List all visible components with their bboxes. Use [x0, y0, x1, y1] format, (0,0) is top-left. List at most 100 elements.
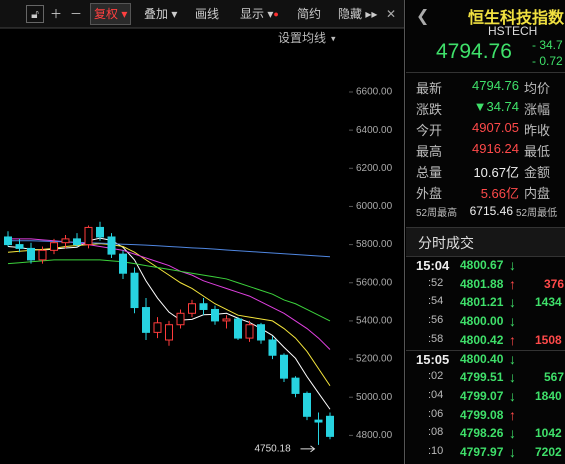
y-tick-label: 5000.00	[356, 392, 393, 403]
display-label: 显示	[240, 7, 265, 21]
lock-icon[interactable]: 🔓︎	[26, 5, 44, 23]
candle-body	[222, 318, 231, 322]
trade-volume: 376	[544, 276, 565, 291]
trade-price: 4798.26	[460, 426, 504, 441]
candle-body	[38, 249, 47, 261]
candle-body	[96, 226, 104, 238]
trade-price: 4799.51	[460, 370, 504, 385]
trade-time: :52	[428, 276, 444, 289]
candle-body	[176, 312, 185, 326]
candle-body	[291, 377, 300, 394]
candle-body	[107, 236, 116, 255]
y-tick-label: 6400.00	[356, 125, 393, 136]
quote-label: 最新	[416, 81, 443, 96]
separator	[406, 349, 565, 351]
index-name: 恒生科技指数	[468, 10, 565, 27]
candle-body	[314, 419, 323, 423]
trade-volume: 1840	[535, 388, 562, 403]
candle-body	[280, 354, 288, 379]
trade-time: :54	[428, 295, 444, 308]
separator	[406, 72, 565, 73]
quote-label: 今开	[416, 123, 443, 138]
trade-time: :04	[428, 388, 444, 401]
trade-time: 15:04	[416, 258, 450, 273]
y-tick-label: 6600.00	[356, 87, 393, 98]
trade-arrow: ↓	[509, 257, 516, 273]
y-tick-label: 6200.00	[356, 163, 393, 174]
trade-volume: 567	[544, 370, 565, 385]
ma-setting[interactable]: 设置均线	[278, 31, 326, 45]
trades-title: 分时成交	[418, 235, 474, 251]
candle-body	[153, 322, 162, 333]
trade-arrow: ↓	[509, 369, 516, 386]
quote-value: 4907.05	[472, 120, 519, 135]
trade-arrow: ↑	[509, 406, 516, 423]
back-arrow[interactable]: ❮	[416, 8, 430, 25]
trade-volume: 1434	[535, 295, 562, 310]
low-annotation: 4750.18	[255, 444, 292, 455]
candle-body	[211, 308, 219, 322]
zoom-in-button[interactable]: ＋	[50, 7, 63, 21]
trade-volume: 1042	[535, 426, 562, 441]
quote-label: 均价	[524, 81, 551, 96]
quote-label: 最高	[416, 144, 443, 159]
last-price: 4794.76	[436, 40, 512, 63]
quote-label: 最低	[524, 144, 551, 159]
overlay-label: 叠加	[144, 7, 169, 21]
zoom-out-button[interactable]: －	[70, 7, 83, 21]
trade-price: 4800.40	[460, 351, 504, 366]
draw-button[interactable]: 画线	[195, 4, 219, 24]
simple-label: 简约	[297, 7, 322, 21]
trade-price: 4799.08	[460, 407, 504, 422]
candle-body	[15, 244, 24, 249]
overlay-button[interactable]: 叠加 ▾	[144, 7, 178, 21]
trade-volume: 7202	[535, 445, 562, 459]
adjust-button[interactable]: 复权 ▾	[90, 3, 132, 25]
candle-body	[188, 303, 196, 314]
trade-price: 4800.67	[460, 258, 504, 272]
quote-value: 5.66亿	[480, 186, 519, 201]
candle-body	[268, 339, 277, 356]
draw-label: 画线	[195, 7, 220, 21]
quote-label: 总量	[416, 165, 443, 180]
candle-body	[61, 238, 70, 244]
index-code: HSTECH	[488, 24, 538, 38]
candle-body	[84, 226, 93, 246]
annotation-arrow	[300, 445, 316, 453]
dropdown-icon: ▾	[331, 33, 336, 43]
trade-arrow: ↓	[509, 313, 516, 330]
hide-button[interactable]: 隐藏 ▸▸	[338, 7, 378, 21]
candle-body	[165, 324, 173, 341]
quote-value: 10.67亿	[473, 165, 519, 180]
hide-label: 隐藏	[338, 7, 363, 21]
quote-label: 金额	[524, 165, 551, 180]
collapse-icon[interactable]: ✕	[386, 7, 397, 21]
trade-time: 15:05	[416, 351, 450, 367]
trade-arrow: ↓	[509, 387, 516, 404]
candle-body	[50, 242, 58, 251]
quote-panel: ❮ 恒生科技指数 HSTECH 4794.76 - 34.7 - 0.72 分时…	[406, 0, 565, 464]
trade-arrow: ↓	[509, 350, 516, 367]
y-tick-label: 5400.00	[356, 316, 393, 327]
adjust-label: 复权	[94, 7, 119, 21]
moving-average-line	[7, 243, 331, 387]
candle-body	[73, 238, 81, 246]
simple-button[interactable]: 简约	[297, 4, 321, 24]
trade-price: 4800.42	[460, 332, 504, 347]
quote-value: ▼34.74	[473, 99, 519, 114]
display-button[interactable]: 显示 ▾●	[240, 7, 279, 21]
kline-chart: 设置均线 ▾ 4800.00 5000.00 5200.00 5400.00 5600.…	[0, 0, 405, 464]
candle-body	[245, 324, 254, 339]
y-tick-label: 5600.00	[356, 277, 393, 288]
change-pct: - 0.72	[532, 54, 563, 68]
candle-body	[303, 392, 311, 417]
quote-label: 52周最低	[516, 208, 558, 219]
quote-label: 外盘	[416, 186, 443, 201]
trade-time: :02	[428, 370, 444, 383]
trade-arrow: ↑	[509, 331, 516, 348]
quote-label: 昨收	[524, 123, 551, 138]
trade-arrow: ↓	[509, 444, 516, 460]
quote-value: 6715.46	[469, 204, 513, 218]
y-tick-label: 6000.00	[356, 201, 393, 212]
